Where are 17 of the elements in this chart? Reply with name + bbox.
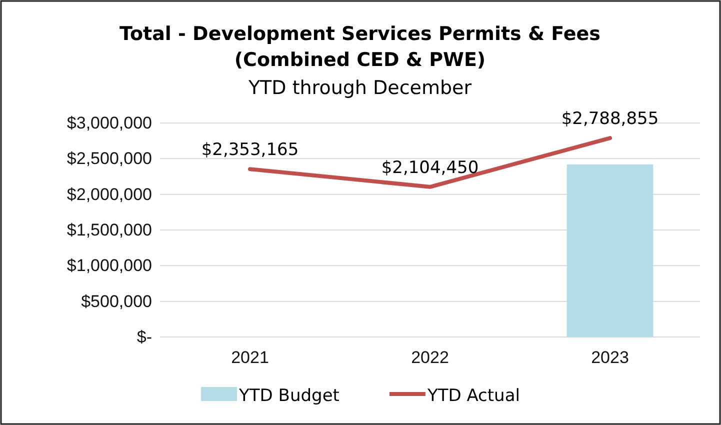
y-tick-label: $1,500,000 (66, 220, 152, 240)
y-tick-label: $- (136, 327, 152, 346)
x-tick-label: 2023 (591, 348, 629, 368)
y-tick-label: $1,000,000 (66, 256, 152, 276)
legend-label: YTD Budget (238, 386, 340, 406)
y-tick-label: $2,500,000 (66, 149, 152, 168)
x-tick-label: 2021 (231, 348, 269, 368)
legend-label: YTD Actual (426, 386, 520, 406)
y-tick-label: $3,000,000 (66, 113, 152, 132)
x-tick-label: 2022 (411, 348, 449, 368)
data-label: $2,104,450 (381, 158, 479, 178)
y-tick-label: $2,000,000 (66, 184, 152, 204)
data-label: $2,353,165 (201, 140, 299, 160)
chart-title: Total - Development Services Permits & Fees (Combined CED & PWE) (120, 23, 600, 71)
chart-subtitle: YTD through December (247, 77, 472, 99)
data-label: $2,788,855 (561, 109, 659, 130)
y-tick-label: $500,000 (81, 292, 152, 311)
